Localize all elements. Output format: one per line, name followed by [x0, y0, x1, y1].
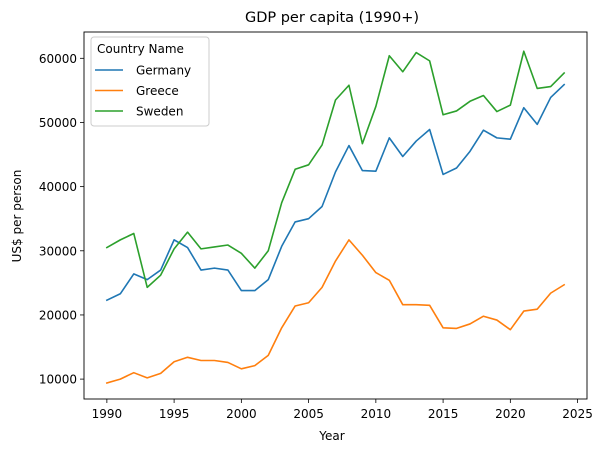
y-tick-label: 60000 — [39, 52, 77, 66]
y-axis-ticks: 10000 20000 30000 40000 50000 60000 — [39, 52, 84, 387]
y-tick-label: 30000 — [39, 244, 77, 258]
x-axis-label: Year — [318, 429, 344, 443]
y-tick-label: 40000 — [39, 180, 77, 194]
y-tick-label: 10000 — [39, 373, 77, 387]
legend-title: Country Name — [97, 42, 184, 56]
x-axis-ticks: 1990 1995 2000 2005 2010 2015 2020 2025 — [92, 399, 593, 421]
x-tick-label: 2000 — [226, 407, 257, 421]
legend: Country Name Germany Greece Sweden — [90, 36, 210, 127]
x-tick-label: 1990 — [92, 407, 123, 421]
legend-label-sweden: Sweden — [136, 105, 183, 119]
legend-label-germany: Germany — [136, 64, 191, 78]
y-tick-label: 20000 — [39, 308, 77, 322]
series-line-germany — [105, 83, 566, 302]
series-layer — [105, 50, 566, 384]
series-line-greece — [105, 239, 566, 384]
x-tick-label: 1995 — [159, 407, 190, 421]
legend-label-greece: Greece — [136, 84, 179, 98]
series-line-sweden — [105, 50, 566, 289]
y-axis-label: US$ per person — [10, 170, 24, 263]
chart-title: GDP per capita (1990+) — [245, 10, 419, 26]
legend-items: Germany Greece Sweden — [95, 64, 191, 119]
x-tick-label: 2005 — [293, 407, 324, 421]
x-tick-label: 2020 — [495, 407, 526, 421]
y-tick-label: 50000 — [39, 116, 77, 130]
x-tick-label: 2010 — [361, 407, 392, 421]
plot-area-frame — [83, 31, 588, 400]
x-tick-label: 2015 — [428, 407, 459, 421]
legend-box — [90, 36, 210, 127]
x-tick-label: 2025 — [562, 407, 593, 421]
